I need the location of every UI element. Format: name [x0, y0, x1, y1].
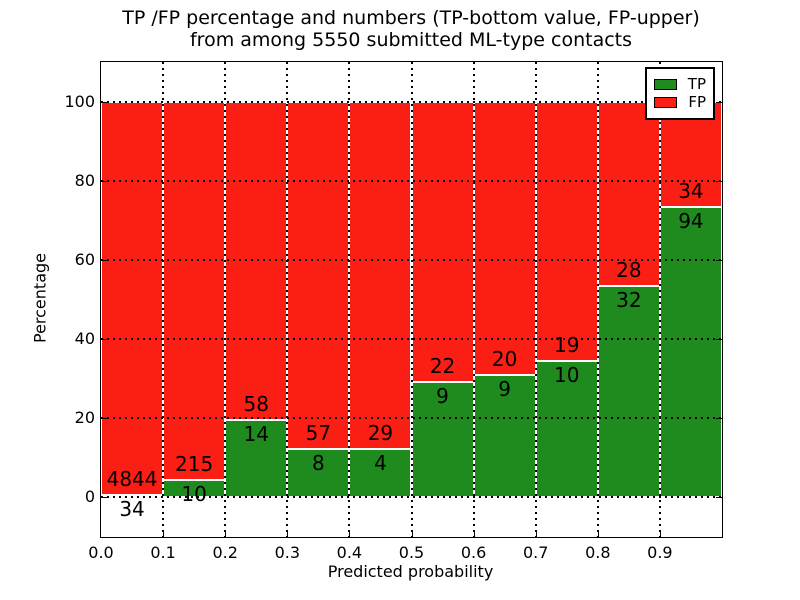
x-tick-label: 0.7: [522, 543, 549, 562]
bar-segment-tp: [597, 286, 660, 498]
y-tick-right: [716, 497, 722, 499]
y-tick-left: [101, 259, 107, 261]
x-tick: [473, 532, 475, 537]
gridline-vertical: [410, 62, 413, 537]
x-tick: [659, 532, 661, 537]
x-tick: [349, 532, 351, 537]
bar-segment-fp: [411, 101, 474, 383]
x-tick-label: 0.0: [88, 543, 114, 562]
y-tick-left: [101, 339, 107, 341]
x-tick: [287, 532, 289, 537]
bar-count-tp: 34: [119, 496, 145, 521]
bar-count-tp: 4: [374, 451, 387, 476]
gridline-vertical: [224, 62, 227, 537]
legend-row: FP: [654, 95, 706, 110]
y-tick-left: [101, 497, 107, 499]
chart-title-line1: TP /FP percentage and numbers (TP-bottom…: [122, 7, 700, 29]
plot-area: 4844 34 215 10 58 14 57 8 29 4 22 9 20 9 19 10 28 32 34 94 0…: [64, 61, 723, 562]
bar-count-fp: 22: [429, 354, 456, 379]
legend-swatch-fp: [654, 97, 678, 108]
x-tick: [597, 532, 599, 537]
y-tick-right: [716, 180, 722, 182]
y-tick-right: [716, 339, 722, 341]
bar-segment-tp: [225, 420, 288, 498]
gridline-vertical: [472, 62, 475, 537]
x-tick-label: 0.1: [150, 543, 176, 562]
y-tick-right: [716, 259, 722, 261]
y-tick-right: [716, 101, 722, 103]
x-tick-label: 0.5: [398, 543, 425, 562]
gridline-vertical: [596, 62, 599, 537]
y-tick-left: [101, 180, 107, 182]
bar-count-fp: 57: [305, 420, 332, 445]
x-tick: [411, 532, 413, 537]
gridline-vertical: [286, 62, 289, 537]
gridline-vertical: [534, 62, 537, 537]
x-axis-label: Predicted probability: [327, 562, 494, 581]
y-tick-label: 40: [74, 329, 95, 349]
bar-segment-fp: [287, 101, 350, 449]
gridline-vertical: [348, 62, 351, 537]
chart-title-line2: from among 5550 submitted ML-type contac…: [189, 29, 633, 51]
x-tick: [225, 532, 227, 537]
plot-canvas: 4844 34 215 10 58 14 57 8 29 4 22 9 20 9 19 10 28 32 34 94 0…: [64, 62, 722, 562]
bar-count-tp: 9: [436, 384, 449, 409]
y-tick-label: 100: [64, 91, 95, 111]
x-tick-label: 0.3: [274, 543, 301, 562]
bar-count-tp: 14: [243, 422, 269, 447]
bar-segment-fp: [225, 101, 288, 421]
bar-count-fp: 28: [616, 258, 642, 283]
y-tick-label: 0: [84, 487, 95, 507]
bar-count-tp: 10: [554, 362, 580, 387]
legend-swatch-tp: [654, 79, 677, 90]
gridline-vertical: [658, 62, 661, 537]
bar-count-fp: 19: [554, 332, 580, 357]
y-tick-right: [716, 418, 722, 420]
x-tick-label: 0.6: [460, 543, 487, 562]
legend-row: TP: [654, 77, 706, 92]
y-tick-label: 60: [74, 249, 95, 269]
bar-segment-fp: [349, 101, 412, 450]
bar-count-fp: 215: [175, 451, 214, 476]
x-tick-label: 0.2: [212, 543, 238, 562]
bar-count-tp: 32: [616, 288, 642, 313]
x-tick-label: 0.8: [585, 543, 611, 562]
legend: TP FP: [645, 67, 715, 120]
bar-count-tp: 8: [311, 450, 325, 475]
bar-count-fp: 34: [678, 178, 704, 203]
gridline-vertical: [162, 62, 165, 537]
y-tick-label: 20: [74, 408, 95, 428]
x-tick-label: 0.9: [647, 543, 673, 562]
bar-segment-tp: [659, 206, 722, 498]
bar-segment-fp: [473, 101, 536, 375]
bar-segment-fp: [163, 101, 226, 480]
y-tick-label: 80: [74, 170, 95, 190]
y-tick-left: [101, 418, 107, 420]
bar-count-fp: 58: [243, 392, 269, 417]
y-tick-left: [101, 101, 107, 103]
x-tick: [163, 532, 165, 537]
legend-label: TP: [687, 75, 706, 93]
bar-count-tp: 9: [498, 376, 512, 401]
bar-count-tp: 10: [181, 481, 207, 506]
chart-title: TP /FP percentage and numbers (TP-bottom…: [100, 7, 722, 51]
bar-count-tp: 94: [678, 208, 704, 233]
bar-count-fp: 4844: [106, 466, 158, 491]
x-tick-label: 0.4: [336, 543, 363, 562]
legend-label: FP: [688, 93, 706, 111]
bar-segment-fp: [101, 101, 164, 495]
x-tick: [535, 532, 537, 537]
bar-segment-fp: [535, 101, 598, 361]
bar-count-fp: 29: [367, 421, 394, 446]
bar-count-fp: 20: [491, 346, 518, 371]
